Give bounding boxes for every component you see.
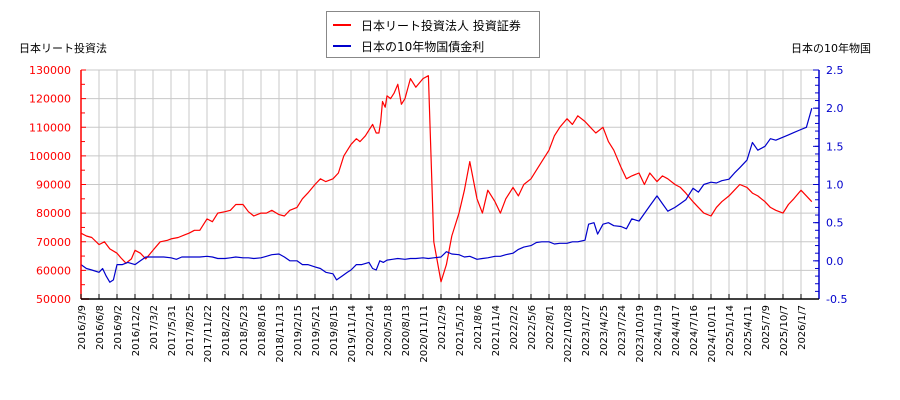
x-axis-tick-label: 2017/5/31 bbox=[167, 305, 178, 356]
x-axis-tick-label: 2026/1/7 bbox=[797, 305, 808, 350]
x-axis-tick-label: 2021/11/4 bbox=[491, 305, 502, 356]
legend-swatch-red bbox=[333, 24, 351, 26]
x-axis-tick-label: 2018/11/13 bbox=[275, 305, 286, 363]
x-axis-tick-label: 2021/8/6 bbox=[473, 305, 484, 350]
x-axis-tick-label: 2019/8/15 bbox=[329, 305, 340, 356]
x-axis-tick-label: 2020/5/18 bbox=[383, 305, 394, 356]
right-axis-tick-label: 2.5 bbox=[826, 64, 844, 77]
x-axis: 2016/3/9 2016/6/8 2016/9/2 2016/12/2 2017/3/… bbox=[77, 294, 819, 363]
left-axis-tick-label: 50000 bbox=[36, 293, 71, 306]
x-axis-tick-label: 2016/9/2 bbox=[113, 305, 124, 350]
left-axis-tick-label: 100000 bbox=[29, 150, 71, 163]
x-axis-tick-label: 2016/12/2 bbox=[131, 305, 142, 356]
x-axis-tick-label: 2024/7/16 bbox=[689, 305, 700, 356]
x-axis-tick-label: 2025/10/7 bbox=[779, 305, 790, 356]
left-axis-tick-label: 70000 bbox=[36, 236, 71, 249]
x-axis-tick-label: 2025/4/11 bbox=[743, 305, 754, 356]
x-axis-tick-label: 2018/2/22 bbox=[221, 305, 232, 356]
left-y-axis: 50000 60000 70000 80000 90000 100000 110000 120… bbox=[29, 64, 89, 306]
legend-item-jgb: 日本の10年物国債金利 bbox=[333, 37, 484, 55]
x-axis-tick-label: 2017/3/2 bbox=[149, 305, 160, 350]
legend-label-reit: 日本リート投資法人 投資証券 bbox=[361, 18, 521, 33]
x-axis-tick-label: 2022/2/2 bbox=[509, 305, 520, 350]
x-axis-tick-label: 2021/2/9 bbox=[437, 305, 448, 350]
x-axis-tick-label: 2023/1/27 bbox=[581, 305, 592, 356]
left-axis-tick-label: 60000 bbox=[36, 264, 71, 277]
x-axis-tick-label: 2020/2/14 bbox=[365, 305, 376, 356]
grid-lines bbox=[81, 69, 819, 300]
legend-label-jgb: 日本の10年物国債金利 bbox=[361, 39, 485, 54]
left-axis-tick-label: 120000 bbox=[29, 93, 71, 106]
x-axis-tick-label: 2020/11/11 bbox=[419, 305, 430, 363]
left-axis-tick-label: 130000 bbox=[29, 64, 71, 77]
legend-item-reit: 日本リート投資法人 投資証券 bbox=[333, 16, 521, 34]
series-layer bbox=[80, 75, 813, 283]
right-axis-tick-label: 1.0 bbox=[826, 179, 844, 192]
x-axis-tick-label: 2023/4/25 bbox=[599, 305, 610, 356]
x-axis-tick-label: 2019/11/14 bbox=[347, 305, 358, 363]
series-line-jgb-yield bbox=[80, 108, 813, 283]
right-y-axis: -0.5 0.0 0.5 1.0 1.5 2.0 2.5 bbox=[813, 64, 847, 306]
x-axis-tick-label: 2022/10/28 bbox=[563, 305, 574, 363]
left-axis-tick-label: 80000 bbox=[36, 207, 71, 220]
x-axis-tick-label: 2025/7/9 bbox=[761, 305, 772, 350]
x-axis-tick-label: 2023/7/24 bbox=[617, 305, 628, 356]
x-axis-tick-label: 2016/3/9 bbox=[77, 305, 88, 350]
chart-legend: 日本リート投資法人 投資証券 日本の10年物国債金利 bbox=[326, 11, 540, 58]
x-axis-tick-label: 2025/1/14 bbox=[725, 305, 736, 356]
x-axis-tick-label: 2022/5/6 bbox=[527, 305, 538, 350]
x-axis-tick-label: 2018/8/16 bbox=[257, 305, 268, 356]
x-axis-tick-label: 2019/5/21 bbox=[311, 305, 322, 356]
x-axis-tick-label: 2023/10/19 bbox=[635, 305, 646, 363]
x-axis-tick-label: 2024/1/19 bbox=[653, 305, 664, 356]
x-axis-tick-label: 2021/5/12 bbox=[455, 305, 466, 356]
right-axis-tick-label: 0.0 bbox=[826, 255, 844, 268]
legend-swatch-blue bbox=[333, 45, 351, 47]
left-axis-title: 日本リート投資法 bbox=[19, 42, 107, 55]
left-axis-tick-label: 110000 bbox=[29, 121, 71, 134]
right-axis-tick-label: 1.5 bbox=[826, 140, 844, 153]
left-axis-tick-label: 90000 bbox=[36, 179, 71, 192]
right-axis-tick-label: -0.5 bbox=[826, 293, 847, 306]
right-axis-tick-label: 2.0 bbox=[826, 102, 844, 115]
series-line-reit bbox=[80, 75, 813, 283]
x-axis-tick-label: 2024/10/11 bbox=[707, 305, 718, 363]
right-axis-title: 日本の10年物国 bbox=[791, 42, 871, 55]
x-axis-tick-label: 2017/8/25 bbox=[185, 305, 196, 356]
x-axis-tick-label: 2022/8/1 bbox=[545, 305, 556, 350]
x-axis-tick-label: 2019/2/15 bbox=[293, 305, 304, 356]
x-axis-tick-label: 2016/6/8 bbox=[95, 305, 106, 350]
x-axis-tick-label: 2020/8/13 bbox=[401, 305, 412, 356]
x-axis-tick-label: 2018/5/23 bbox=[239, 305, 250, 356]
right-axis-tick-label: 0.5 bbox=[826, 217, 844, 230]
x-axis-tick-label: 2024/4/17 bbox=[671, 305, 682, 356]
x-axis-tick-label: 2017/11/22 bbox=[203, 305, 214, 363]
